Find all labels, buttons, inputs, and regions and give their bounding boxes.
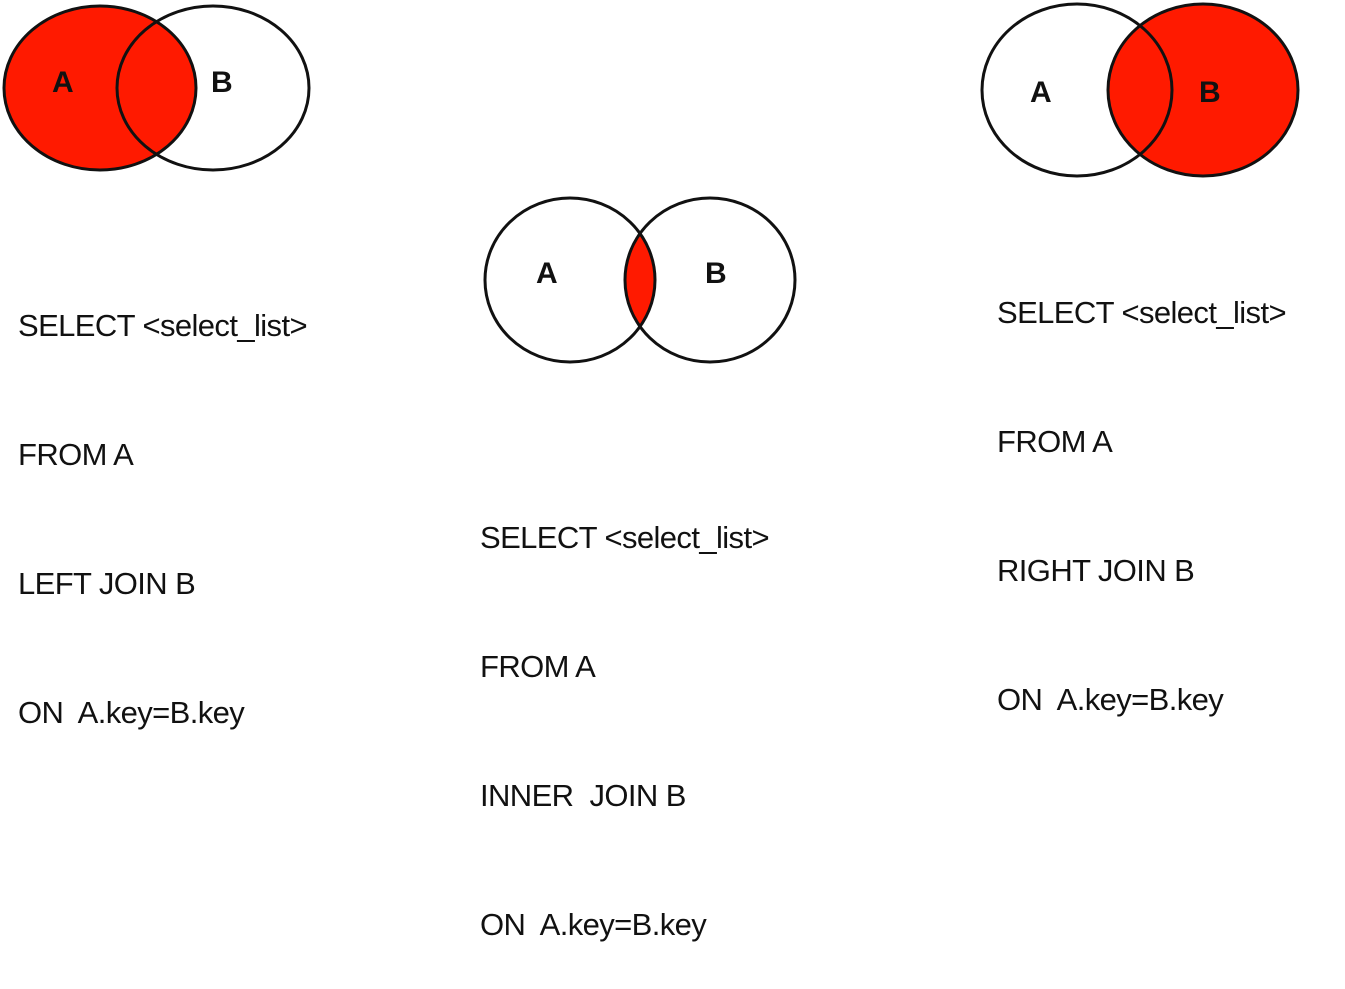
set-a-label: A: [1030, 76, 1052, 109]
set-b-label: B: [211, 66, 233, 99]
set-b-circle: [115, 4, 311, 172]
sql-line: FROM A: [18, 437, 134, 472]
left-join-sql: SELECT <select_list> FROM A LEFT JOIN B …: [18, 218, 308, 777]
sql-line: RIGHT JOIN B: [997, 553, 1195, 588]
right-join-sql: SELECT <select_list> FROM A RIGHT JOIN B…: [997, 205, 1287, 764]
sql-line: LEFT JOIN B: [18, 566, 196, 601]
set-a-circle: [980, 2, 1174, 178]
inner-join-venn-diagram: A B: [483, 196, 797, 364]
sql-line: ON A.key=B.key: [18, 695, 245, 730]
set-b-label: B: [1199, 76, 1221, 109]
set-b-circle: [1106, 2, 1300, 178]
set-a-label: A: [536, 257, 558, 290]
sql-line: FROM A: [997, 424, 1113, 459]
sql-line: ON A.key=B.key: [997, 682, 1224, 717]
set-a-circle: [2, 4, 198, 172]
sql-line: INNER JOIN B: [480, 778, 686, 813]
set-b-label: B: [705, 257, 727, 290]
inner-join-sql: SELECT <select_list> FROM A INNER JOIN B…: [480, 430, 770, 989]
set-a-circle: [483, 196, 657, 364]
sql-line: ON A.key=B.key: [480, 907, 707, 942]
set-b-circle: [623, 196, 797, 364]
left-join-venn-diagram: A B: [2, 4, 311, 172]
set-a-label: A: [52, 66, 74, 99]
sql-line: FROM A: [480, 649, 596, 684]
sql-line: SELECT <select_list>: [18, 308, 308, 343]
sql-line: SELECT <select_list>: [997, 295, 1287, 330]
right-join-venn-diagram: A B: [980, 2, 1300, 178]
sql-line: SELECT <select_list>: [480, 520, 770, 555]
